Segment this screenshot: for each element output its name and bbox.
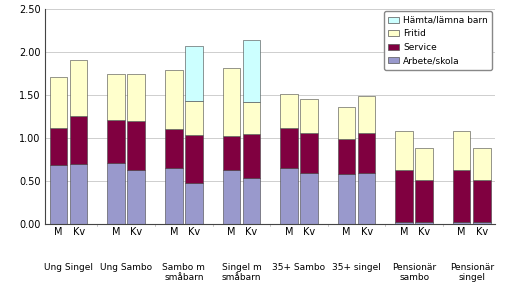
Bar (453, 131, 471, 170)
Bar (416, 180, 433, 222)
Bar (108, 74, 125, 120)
Bar (165, 70, 182, 129)
Bar (473, 222, 490, 224)
Bar (70, 116, 87, 164)
Bar (358, 96, 375, 133)
Bar (50, 128, 67, 165)
Bar (50, 165, 67, 224)
Text: Ung Sambo: Ung Sambo (100, 263, 153, 272)
Bar (185, 135, 203, 183)
Bar (453, 170, 471, 222)
Text: 35+ Sambo: 35+ Sambo (272, 263, 326, 272)
Text: Singel m
småbarn: Singel m småbarn (222, 263, 261, 282)
Text: Pensionär
sambo: Pensionär sambo (392, 263, 436, 282)
Bar (300, 133, 318, 173)
Bar (300, 99, 318, 133)
Bar (185, 46, 203, 101)
Text: Ung Singel: Ung Singel (44, 263, 93, 272)
Bar (50, 77, 67, 128)
Bar (473, 180, 490, 222)
Bar (338, 107, 356, 139)
Bar (108, 120, 125, 163)
Bar (453, 222, 471, 224)
Bar (358, 173, 375, 224)
Text: 35+ singel: 35+ singel (332, 263, 381, 272)
Bar (70, 60, 87, 116)
Bar (395, 131, 413, 170)
Bar (165, 168, 182, 224)
Bar (338, 174, 356, 224)
Bar (473, 148, 490, 180)
Bar (127, 121, 145, 170)
Text: Pensionär
singel: Pensionär singel (449, 263, 494, 282)
Bar (223, 136, 240, 170)
Bar (242, 40, 260, 102)
Bar (223, 170, 240, 224)
Bar (395, 222, 413, 224)
Bar (223, 68, 240, 136)
Bar (416, 148, 433, 180)
Bar (242, 102, 260, 134)
Bar (358, 133, 375, 173)
Bar (127, 74, 145, 121)
Bar (300, 173, 318, 224)
Bar (280, 94, 298, 128)
Bar (338, 139, 356, 174)
Bar (280, 128, 298, 168)
Bar (70, 164, 87, 224)
Bar (242, 178, 260, 224)
Bar (395, 170, 413, 222)
Bar (185, 183, 203, 224)
Bar (165, 129, 182, 168)
Bar (185, 101, 203, 135)
Bar (416, 222, 433, 224)
Bar (242, 134, 260, 178)
Legend: Hämta/lämna barn, Fritid, Service, Arbete/skola: Hämta/lämna barn, Fritid, Service, Arbet… (384, 11, 492, 70)
Bar (108, 163, 125, 224)
Text: Sambo m
småbarn: Sambo m småbarn (162, 263, 205, 282)
Bar (127, 170, 145, 224)
Bar (280, 168, 298, 224)
